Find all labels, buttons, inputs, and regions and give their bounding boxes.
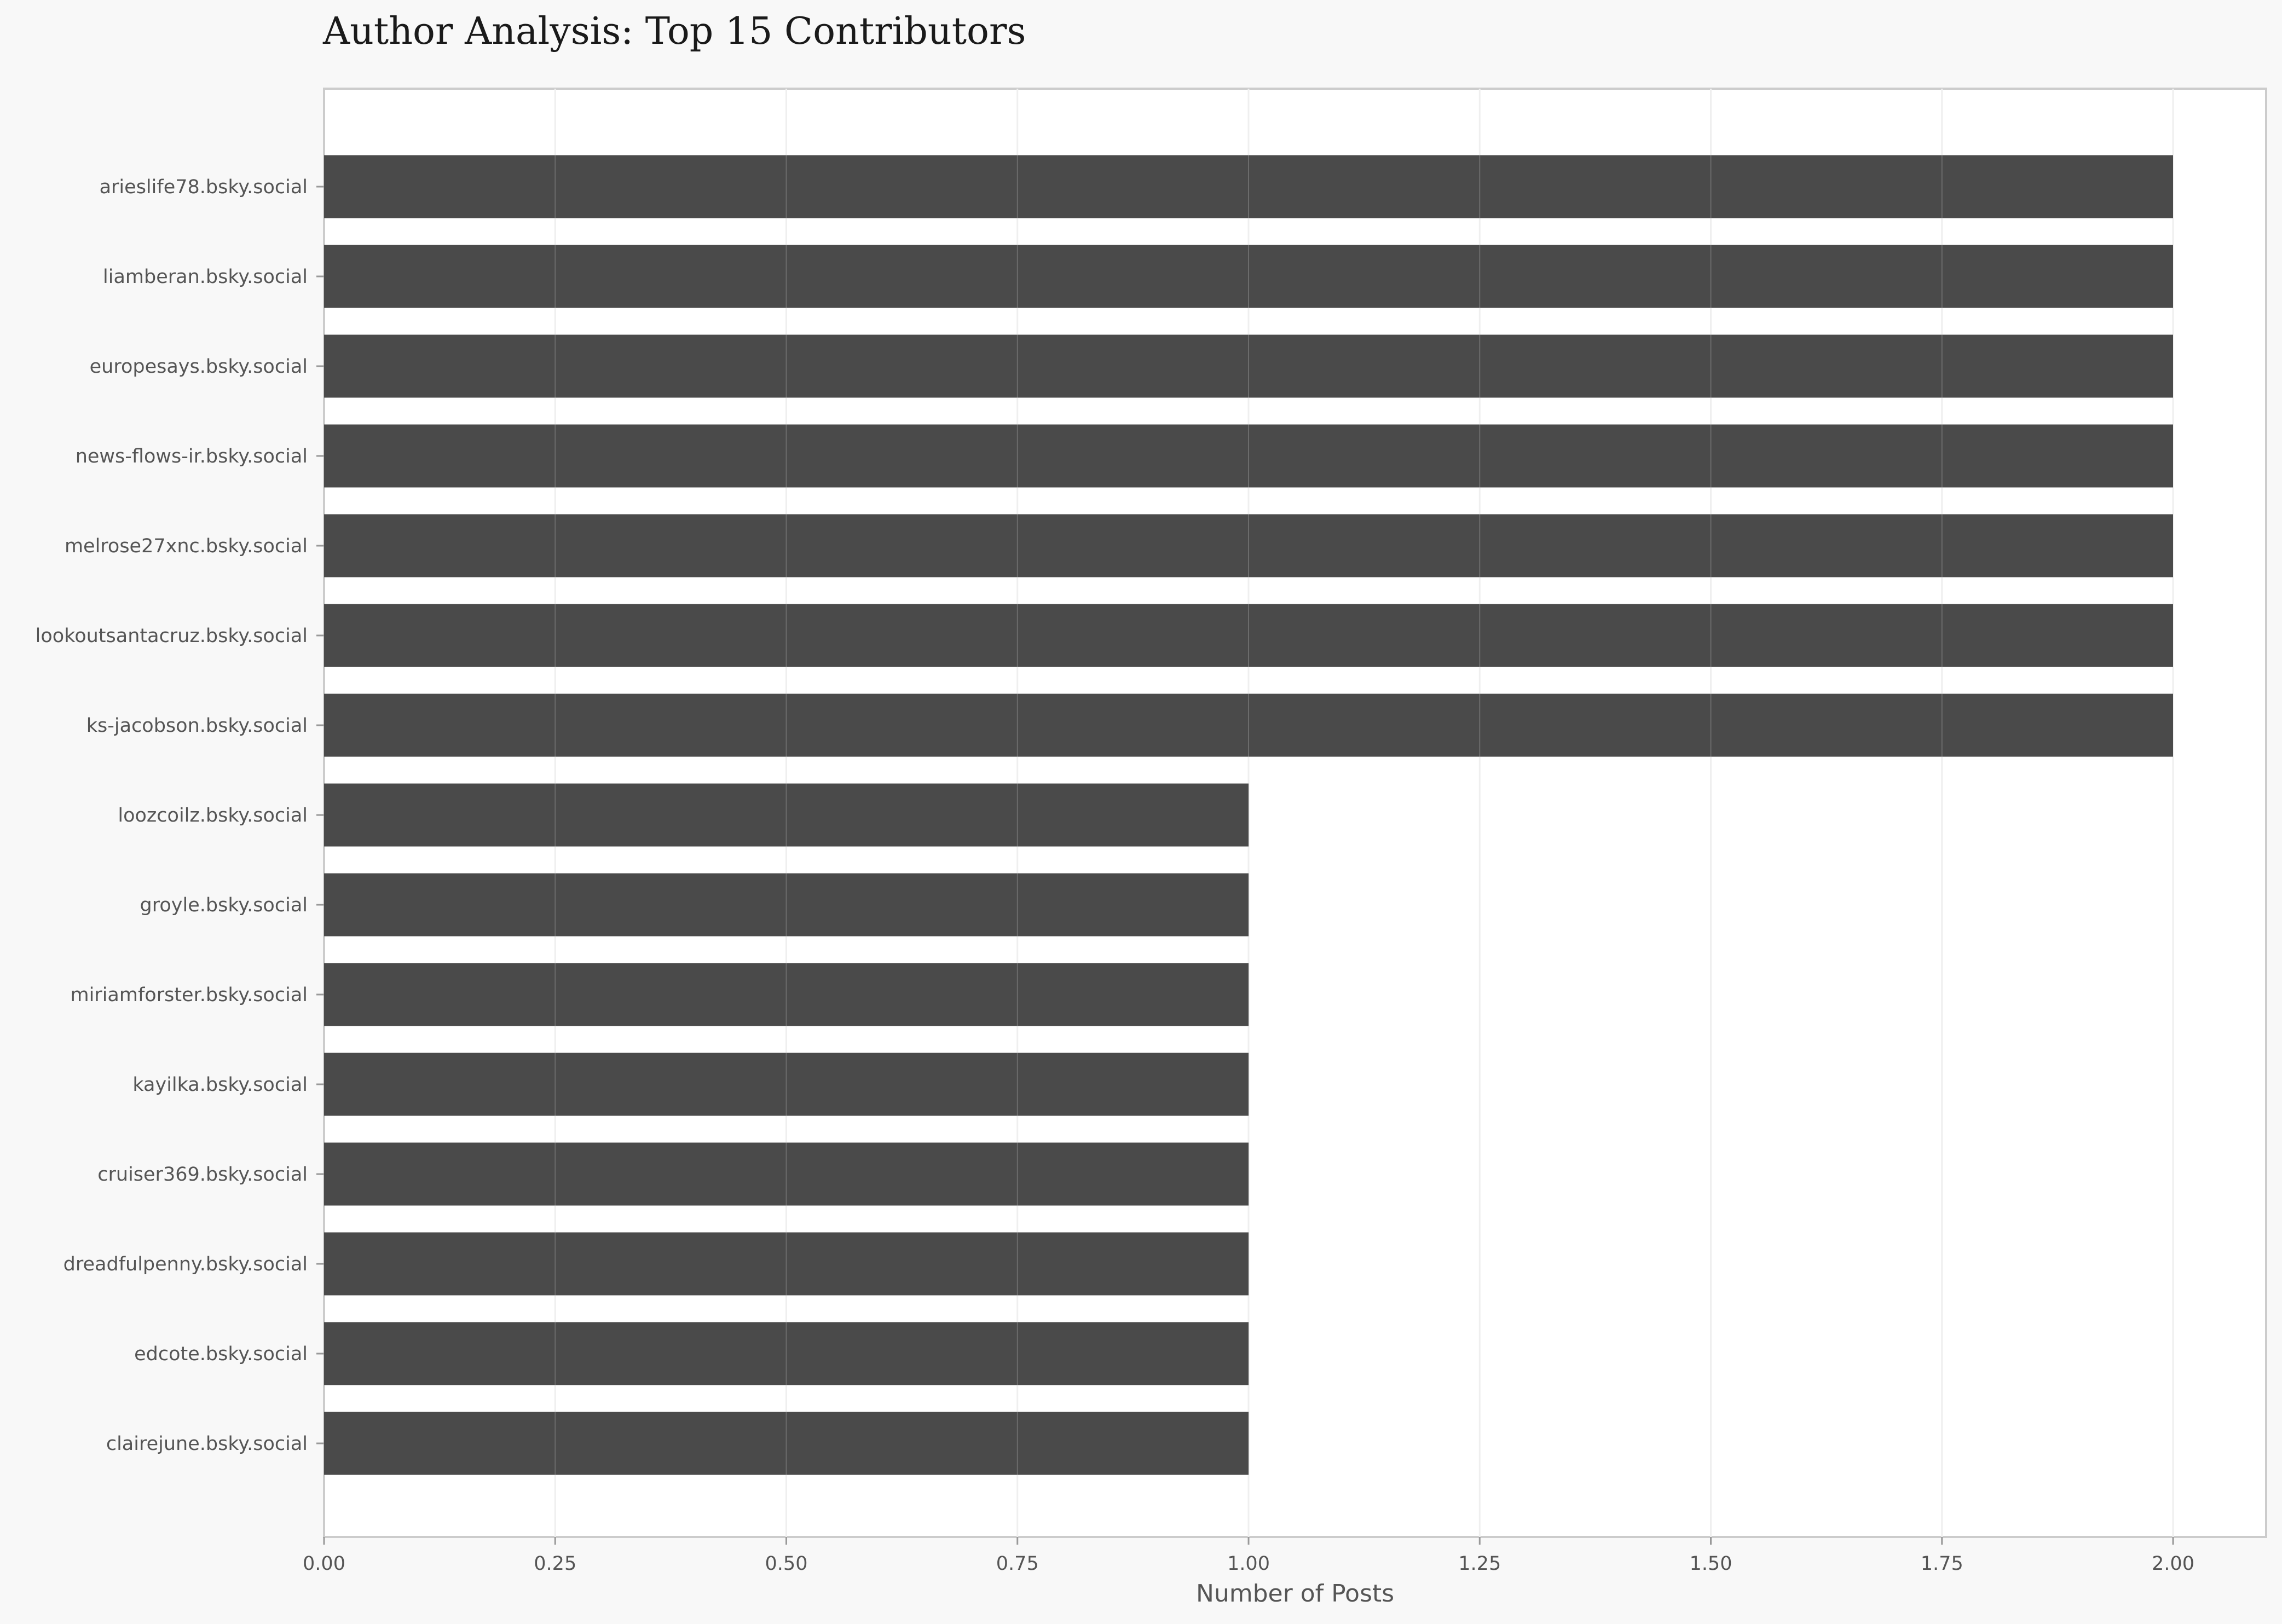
x-tick-label: 1.50 [1690,1553,1732,1575]
x-tick-label: 2.00 [2152,1553,2194,1575]
x-tick-label: 0.50 [765,1553,808,1575]
y-tick-label: kayilka.bsky.social [132,1074,308,1096]
y-tick-label: lookoutsantacruz.bsky.social [36,625,308,647]
bar-gridlines [554,155,1943,1475]
y-tick-label: loozcoilz.bsky.social [118,805,308,827]
y-tick-label: dreadfulpenny.bsky.social [63,1253,308,1275]
y-tick-label: cruiser369.bsky.social [97,1164,308,1186]
y-tick-label: edcote.bsky.social [134,1343,308,1365]
x-tick-label: 0.25 [534,1553,576,1575]
y-tick-label: europesays.bsky.social [90,356,308,378]
y-tick-label: miriamforster.bsky.social [70,984,308,1006]
x-tick-label: 0.00 [303,1553,345,1575]
x-tick-label: 1.25 [1458,1553,1501,1575]
y-tick-label: news-flows-ir.bsky.social [76,446,308,467]
x-tick-label: 1.00 [1227,1553,1270,1575]
y-tick-label: groyle.bsky.social [140,894,308,916]
y-tick-label: arieslife78.bsky.social [100,176,308,198]
chart-title: Author Analysis: Top 15 Contributors [322,10,1026,53]
x-axis-label: Number of Posts [1196,1580,1394,1608]
y-tick-label: ks-jacobson.bsky.social [86,715,308,737]
gridlines [554,89,2174,1537]
y-tick-label: melrose27xnc.bsky.social [65,535,308,557]
x-tick-labels: 0.00 0.25 0.50 0.75 1.00 1.25 1.50 1.75 2.00 [303,1537,2194,1575]
y-tick-labels: arieslife78.bsky.social liamberan.bsky.so… [36,176,324,1455]
x-tick-label: 0.75 [996,1553,1039,1575]
x-tick-label: 1.75 [1921,1553,1963,1575]
y-tick-label: clairejune.bsky.social [106,1433,308,1455]
y-tick-label: liamberan.bsky.social [103,266,308,288]
